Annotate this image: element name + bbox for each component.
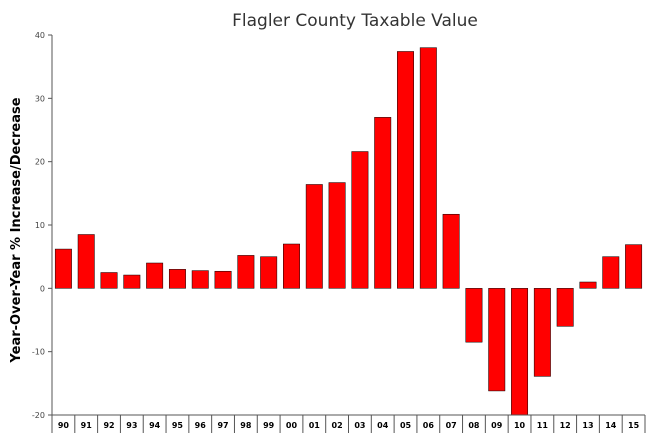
bars [54, 47, 643, 416]
x-tick-label: 96 [195, 421, 207, 430]
bar-04 [374, 117, 392, 289]
x-tick-label: 92 [103, 421, 114, 430]
bar-10 [511, 288, 529, 416]
bar-94 [146, 262, 164, 289]
bar-06 [419, 47, 437, 289]
bar-12 [556, 288, 574, 327]
bar-11 [533, 288, 551, 377]
x-tick-label: 15 [628, 421, 640, 430]
x-tick-label: 91 [81, 421, 93, 430]
x-tick-label: 00 [286, 421, 298, 430]
bar-09 [488, 288, 506, 392]
bar-95 [168, 269, 186, 289]
bar-90 [54, 248, 72, 289]
x-tick-label: 12 [560, 421, 571, 430]
y-tick-label: 30 [35, 94, 45, 103]
x-tick-label: 94 [149, 421, 161, 430]
x-tick-label: 10 [514, 421, 526, 430]
x-tick-label: 04 [377, 421, 389, 430]
bar-08 [465, 288, 483, 343]
bar-91 [77, 234, 95, 289]
bar-97 [214, 270, 232, 289]
x-tick-label: 14 [605, 421, 617, 430]
x-tick-label: 98 [240, 421, 252, 430]
x-tick-label: 11 [537, 421, 549, 430]
x-tick-label: 99 [263, 421, 275, 430]
x-tick-label: 13 [582, 421, 593, 430]
bar-96 [191, 270, 209, 289]
x-tick-label: 90 [58, 421, 70, 430]
bar-03 [351, 151, 369, 289]
y-tick-label: -10 [32, 348, 45, 357]
bar-07 [442, 213, 460, 289]
x-tick-label: 05 [400, 421, 412, 430]
x-tick-label: 93 [126, 421, 137, 430]
y-axis: 40 30 20 10 0 -10 -20 [32, 31, 53, 420]
y-tick-label: -20 [32, 411, 45, 420]
x-tick-label: 97 [217, 421, 228, 430]
bar-02 [328, 182, 346, 289]
x-tick-label: 03 [354, 421, 365, 430]
x-tick-label: 01 [309, 421, 321, 430]
bar-92 [100, 272, 118, 289]
chart-title: Flagler County Taxable Value [232, 11, 478, 31]
y-tick-label: 20 [35, 158, 45, 167]
bar-01 [305, 184, 323, 289]
bar-13 [579, 281, 597, 289]
y-tick-label: 10 [35, 221, 45, 230]
x-tick-label: 95 [172, 421, 184, 430]
x-axis: 90 91 92 93 94 95 96 97 98 99 00 01 02 03 04 05 06 07 08 09… [51, 414, 646, 433]
x-tick-label: 02 [332, 421, 343, 430]
x-tick-label: 07 [446, 421, 457, 430]
bar-99 [260, 256, 278, 289]
y-axis-label: Year-Over-Year % Increase/Decrease [9, 97, 24, 363]
x-tick-label: 09 [491, 421, 503, 430]
y-tick-label: 0 [40, 284, 45, 293]
bar-14 [602, 256, 620, 289]
bar-15 [625, 244, 643, 289]
bar-93 [123, 274, 141, 289]
x-tick-label: 06 [423, 421, 435, 430]
bar-05 [397, 51, 414, 289]
bar-00 [283, 243, 300, 289]
bar-98 [237, 255, 255, 289]
y-tick-label: 40 [35, 31, 45, 40]
x-tick-label: 08 [468, 421, 480, 430]
